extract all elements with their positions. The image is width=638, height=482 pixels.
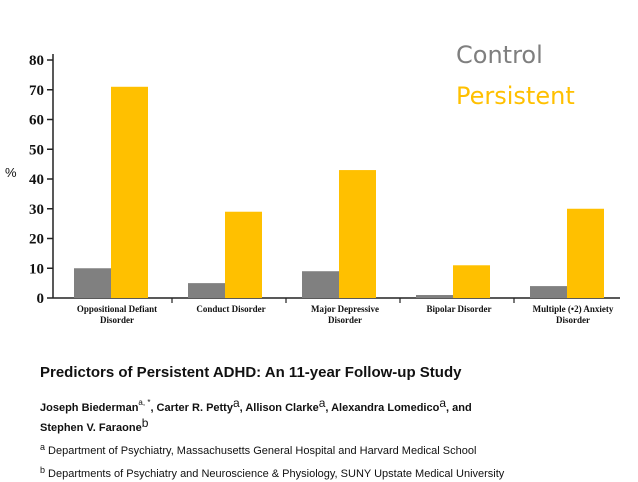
author-name: Stephen V. Faraone	[40, 422, 142, 434]
category-label: Oppositional Defiant	[77, 304, 157, 314]
paper-title: Predictors of Persistent ADHD: An 11-yea…	[40, 364, 462, 381]
y-tick-label: 40	[29, 172, 44, 188]
author-affiliation-mark: b	[141, 416, 149, 430]
citation: Predictors of Persistent ADHD: An 11-yea…	[40, 364, 630, 482]
category-label: Disorder	[556, 315, 590, 325]
bar-control	[74, 268, 111, 298]
affiliation: a Department of Psychiatry, Massachusetts…	[40, 440, 630, 459]
category-label: Multiple (•2) Anxiety	[533, 304, 614, 314]
legend-persistent: Persistent	[456, 82, 575, 110]
bar-control	[302, 271, 339, 298]
bar-persistent	[453, 265, 490, 298]
bar-persistent	[567, 208, 604, 298]
category-label: Disorder	[328, 315, 362, 325]
y-axis-label: %	[5, 165, 17, 180]
affiliation-text: Department of Psychiatry, Massachusetts …	[48, 445, 477, 457]
affiliation-mark: b	[40, 465, 46, 475]
category-label: Bipolar Disorder	[426, 304, 491, 314]
bar-persistent	[339, 170, 376, 298]
affiliation-text: Departments of Psychiatry and Neuroscien…	[48, 468, 505, 480]
chart-bars	[74, 86, 604, 299]
y-tick-label: 30	[29, 202, 44, 218]
bar-control	[416, 295, 453, 298]
bar-control	[188, 283, 225, 298]
category-label: Major Depressive	[311, 304, 379, 314]
author-name: , Allison Clarke	[239, 402, 319, 414]
author-name: Joseph Biederman	[40, 402, 139, 414]
category-label: Conduct Disorder	[196, 304, 265, 314]
y-tick-label: 70	[29, 83, 44, 99]
author-line-2: Stephen V. Faraoneb	[40, 416, 630, 436]
author-affiliation-mark: a	[232, 396, 240, 410]
affiliation-mark: a	[40, 442, 46, 452]
author-affiliation-mark: a	[439, 396, 446, 410]
bar-persistent	[225, 211, 262, 298]
y-tick-label: 0	[37, 291, 45, 307]
category-label: Disorder	[100, 315, 134, 325]
chart-legend: Control Persistent	[456, 41, 575, 110]
y-tick-label: 50	[29, 142, 44, 158]
y-tick-label: 80	[29, 53, 44, 69]
legend-control: Control	[456, 41, 543, 69]
bar-control	[530, 286, 567, 298]
author-affiliation-mark: a	[318, 396, 326, 410]
y-tick-label: 60	[29, 113, 44, 129]
author-name: , and	[446, 402, 472, 414]
author-line-1: Joseph Biedermana, *, Carter R. Pettya, …	[40, 395, 630, 416]
y-tick-label: 20	[29, 232, 44, 248]
author-affiliation-mark: a, *	[138, 398, 151, 407]
y-tick-label: 10	[29, 261, 44, 277]
author-list: Joseph Biedermana, *, Carter R. Pettya, …	[40, 395, 630, 436]
affiliation: b Departments of Psychiatry and Neuroscie…	[40, 463, 630, 482]
bar-persistent	[111, 86, 148, 299]
author-name: , Carter R. Petty	[150, 402, 233, 414]
author-name: , Alexandra Lomedico	[325, 402, 440, 414]
